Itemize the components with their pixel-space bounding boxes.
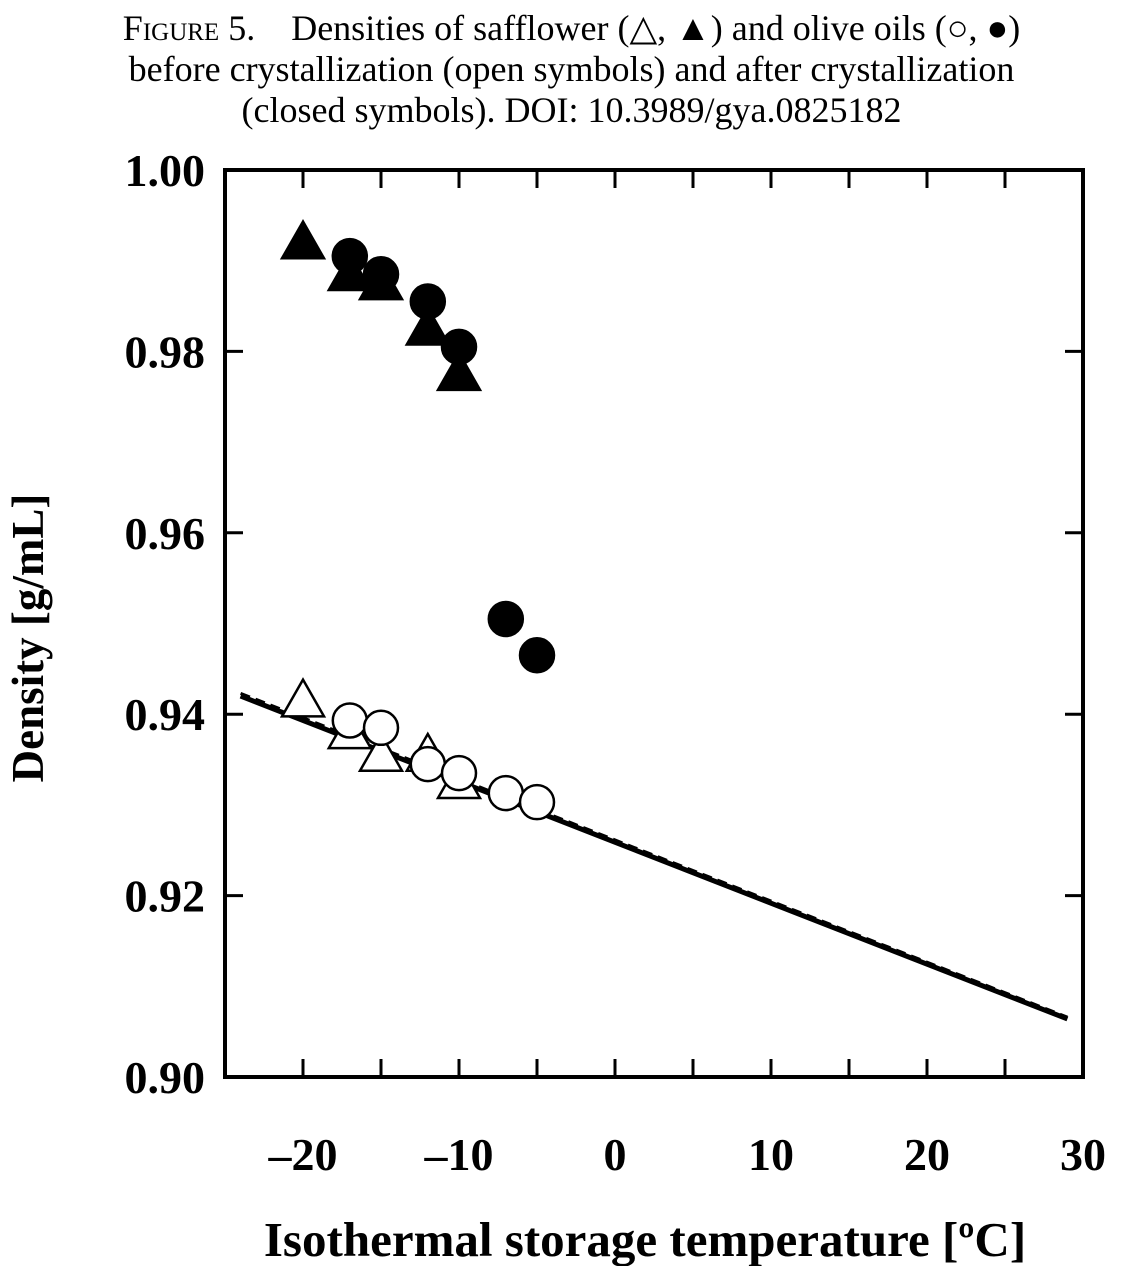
x-tick-label: 30 [1060, 1129, 1106, 1180]
circle-open-marker [440, 754, 478, 792]
y-tick-label: 0.90 [125, 1052, 206, 1103]
circle-open-marker [409, 745, 447, 783]
x-axis-title: Isothermal storage temperature [ºC] [264, 1212, 1026, 1266]
circle-closed-marker [440, 328, 478, 366]
figure-label: Figure 5. [122, 8, 256, 48]
circle-open-marker [518, 783, 556, 821]
circle-closed-marker [362, 256, 400, 293]
axis-labels: Isothermal storage temperature [ºC] Dens… [3, 494, 1026, 1266]
x-tick-label: 20 [904, 1129, 950, 1180]
y-tick-label: 0.96 [125, 508, 206, 559]
y-axis-title: Density [g/mL] [3, 494, 53, 783]
triangle-closed-marker [404, 305, 451, 346]
x-tick-label: –20 [268, 1129, 338, 1180]
caption-text-1: Densities of safflower (△, ▲) and olive … [291, 8, 1021, 48]
data-markers [279, 219, 556, 821]
plot-frame [223, 168, 1085, 1079]
triangle-closed-marker [435, 350, 483, 392]
y-tick-label: 0.94 [125, 689, 206, 740]
x-tick-label: 10 [748, 1129, 794, 1180]
triangle-closed-marker [279, 219, 327, 260]
circle-closed-marker [409, 283, 447, 320]
circle-open-marker [331, 702, 369, 739]
axes: –20 –10 0 10 20 30 0.90 0.92 0.94 0.96 0.98 1.00 [125, 145, 1107, 1180]
caption-line-2: before crystallization (open symbols) an… [128, 49, 1015, 89]
caption-line-3: (closed symbols). DOI: 10.3989/gya.08251… [241, 90, 902, 130]
y-tick-label: 0.92 [125, 871, 206, 922]
x-tick-label: 0 [604, 1129, 627, 1180]
triangle-open-marker [279, 677, 327, 718]
circle-open-marker [362, 709, 400, 747]
x-tick-label: –10 [424, 1129, 494, 1180]
figure-caption: Figure 5. Densities of safflower (△, ▲) … [0, 8, 1143, 131]
circle-closed-marker [518, 636, 556, 674]
circle-closed-marker [487, 600, 525, 638]
triangle-open-marker [357, 731, 405, 773]
caption-line-1: Figure 5. Densities of safflower (△, ▲) … [0, 8, 1143, 49]
circle-open-marker [487, 774, 525, 812]
y-tick-label: 0.98 [125, 326, 206, 377]
circle-closed-marker [331, 237, 369, 275]
y-tick-label: 1.00 [125, 145, 206, 196]
